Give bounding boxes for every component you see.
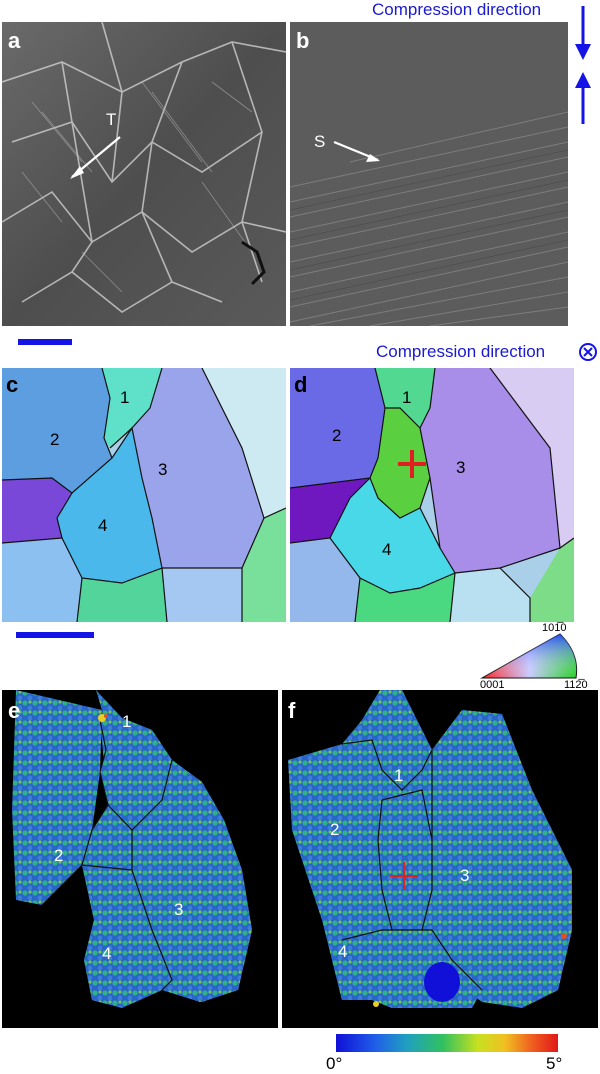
slip-label-s: S bbox=[314, 132, 326, 151]
panel-e-label: e bbox=[8, 698, 21, 723]
grain-label-2: 2 bbox=[330, 820, 340, 839]
panel-a-sem-texture bbox=[2, 22, 286, 326]
out-of-plane-direction-icon bbox=[579, 343, 597, 361]
grain-label-4: 4 bbox=[338, 942, 348, 961]
ipf-label-0001: 0001 bbox=[480, 679, 505, 691]
panel-d-grain-map bbox=[290, 368, 574, 622]
grain-label-1: 1 bbox=[394, 766, 404, 785]
grain-label-3: 3 bbox=[174, 900, 184, 919]
scale-bar-top bbox=[18, 339, 72, 345]
panel-c-ipf-map: c 1 2 3 4 bbox=[2, 368, 286, 622]
panel-a-label: a bbox=[8, 28, 21, 53]
scale-min-label: 0° bbox=[326, 1054, 343, 1073]
grain-label-2: 2 bbox=[50, 430, 60, 449]
compression-direction-middle: Compression direction bbox=[376, 342, 546, 361]
ipf-color-key: 101̅0 0001 11⁠2̅0 bbox=[480, 622, 600, 692]
scale-max-label: 5° bbox=[546, 1054, 563, 1073]
grain-label-1: 1 bbox=[122, 712, 132, 731]
compression-direction-top: Compression direction bbox=[372, 0, 542, 19]
grain-label-3: 3 bbox=[158, 460, 168, 479]
grain-label-4: 4 bbox=[98, 516, 108, 535]
grain-label-4: 4 bbox=[382, 540, 392, 559]
panel-f-misorientation-map: f 1 2 3 4 bbox=[282, 690, 598, 1028]
compression-arrows-icon bbox=[575, 6, 591, 124]
grain-label-3: 3 bbox=[460, 866, 470, 885]
panel-c-grain-map bbox=[2, 368, 286, 622]
grain-label-2: 2 bbox=[332, 426, 342, 445]
twin-label-t: T bbox=[106, 110, 117, 129]
grain-label-1: 1 bbox=[120, 388, 130, 407]
ipf-label-1010: 101̅0 bbox=[542, 622, 567, 634]
scale-bar-middle bbox=[16, 632, 94, 638]
panel-a-sem-image: a T bbox=[2, 22, 286, 326]
panel-e-grain-map bbox=[12, 690, 252, 1008]
panel-e-misorientation-map: e 1 2 3 4 bbox=[2, 690, 278, 1028]
panel-f-grain-map bbox=[288, 690, 572, 1008]
ipf-label-1120: 11⁠2̅0 bbox=[564, 679, 588, 691]
panel-d-label: d bbox=[294, 372, 308, 397]
panel-b-sem-texture bbox=[290, 22, 568, 326]
misorientation-color-bar bbox=[336, 1034, 558, 1052]
grain-label-1: 1 bbox=[402, 388, 412, 407]
panel-b-label: b bbox=[296, 28, 310, 53]
grain-label-3: 3 bbox=[456, 458, 466, 477]
panel-b-sem-image: b S bbox=[290, 22, 568, 326]
grain-label-2: 2 bbox=[54, 846, 64, 865]
ipf-triangle-icon bbox=[480, 633, 578, 679]
panel-f-label: f bbox=[288, 698, 296, 723]
panel-d-ipf-map: d 1 2 3 4 bbox=[290, 368, 574, 622]
grain-label-4: 4 bbox=[102, 944, 112, 963]
panel-c-label: c bbox=[6, 372, 19, 397]
